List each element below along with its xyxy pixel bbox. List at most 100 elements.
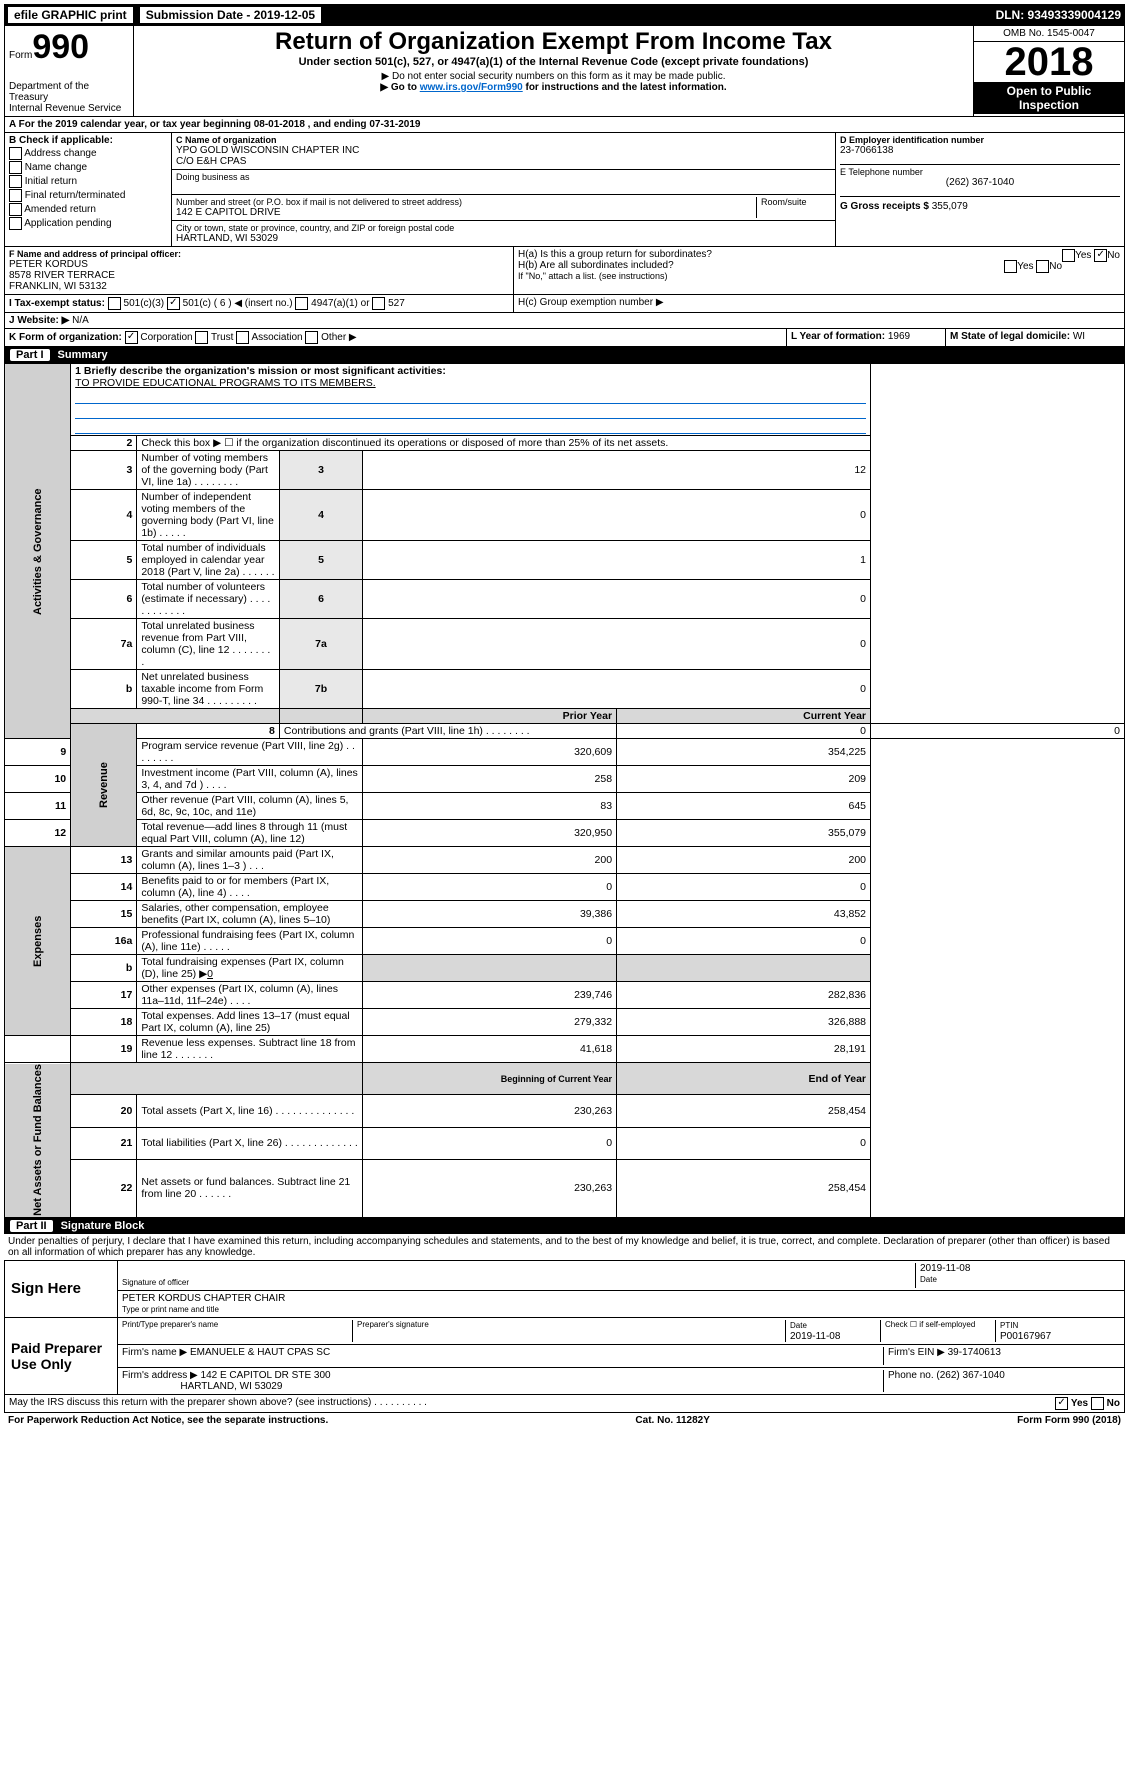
m-val: WI — [1073, 331, 1085, 342]
line-22-curr: 258,454 — [617, 1159, 871, 1217]
open-public: Open to Public Inspection — [974, 82, 1124, 114]
mission-q: 1 Briefly describe the organization's mi… — [75, 365, 446, 377]
line-8-prior: 0 — [617, 724, 871, 739]
discuss-text: May the IRS discuss this return with the… — [9, 1397, 1055, 1410]
line-2: Check this box ▶ ☐ if the organization d… — [137, 436, 871, 451]
line-22-text: Net assets or fund balances. Subtract li… — [137, 1159, 363, 1217]
line-15-curr: 43,852 — [617, 901, 871, 928]
line-9-text: Program service revenue (Part VIII, line… — [137, 739, 363, 766]
col-boc: Beginning of Current Year — [363, 1063, 617, 1095]
tax-year: 2018 — [974, 42, 1124, 82]
line-17-prior: 239,746 — [363, 982, 617, 1009]
officer-typed-name: PETER KORDUS CHAPTER CHAIR — [122, 1293, 1120, 1304]
chk-name[interactable]: Name change — [9, 161, 167, 174]
line-12-curr: 355,079 — [617, 820, 871, 847]
dln: DLN: 93493339004129 — [996, 8, 1121, 22]
summary-table: Activities & Governance 1 Briefly descri… — [4, 363, 1125, 1218]
form-prefix: Form — [9, 50, 32, 61]
firm-addr-label: Firm's address ▶ — [122, 1370, 198, 1381]
col-eoy: End of Year — [617, 1063, 871, 1095]
g-label: G Gross receipts $ — [840, 201, 929, 212]
chk-final[interactable]: Final return/terminated — [9, 189, 167, 202]
firm-phone-label: Phone no. — [888, 1370, 934, 1381]
discuss-yes: Yes — [1071, 1398, 1088, 1409]
line-16a-text: Professional fundraising fees (Part IX, … — [137, 928, 363, 955]
org-name: YPO GOLD WISCONSIN CHAPTER INC — [176, 145, 831, 156]
dba-label: Doing business as — [176, 172, 831, 182]
line-16b-val: 0 — [207, 968, 213, 980]
line-5-val: 1 — [363, 541, 871, 580]
line-6-text: Total number of volunteers (estimate if … — [137, 580, 280, 619]
type-name-label: Type or print name and title — [122, 1305, 219, 1314]
note-ssn: ▶ Do not enter social security numbers o… — [140, 71, 967, 82]
line-18-curr: 326,888 — [617, 1009, 871, 1036]
i-501c: 501(c) ( 6 ) ◀ (insert no.) — [183, 298, 293, 309]
date-label: Date — [920, 1275, 937, 1284]
firm-name-label: Firm's name ▶ — [122, 1347, 187, 1358]
k-trust: Trust — [211, 332, 233, 343]
line-18-prior: 279,332 — [363, 1009, 617, 1036]
line-a-tax-year: A For the 2019 calendar year, or tax yea… — [5, 117, 1124, 133]
form-number: 990 — [32, 28, 89, 66]
street-label: Number and street (or P.O. box if mail i… — [176, 197, 756, 207]
officer-addr1: 8578 RIVER TERRACE — [9, 270, 509, 281]
line-13-prior: 200 — [363, 847, 617, 874]
irs-link[interactable]: www.irs.gov/Form990 — [420, 82, 523, 93]
line-9-prior: 320,609 — [363, 739, 617, 766]
hc-label: H(c) Group exemption number ▶ — [514, 295, 1124, 312]
chk-amended[interactable]: Amended return — [9, 203, 167, 216]
i-4947: 4947(a)(1) or — [311, 298, 369, 309]
line-10-text: Investment income (Part VIII, column (A)… — [137, 766, 363, 793]
side-activities: Activities & Governance — [5, 364, 71, 739]
form-subtitle: Under section 501(c), 527, or 4947(a)(1)… — [140, 56, 967, 68]
signature-block: Sign Here Signature of officer 2019-11-0… — [4, 1260, 1125, 1413]
line-15-prior: 39,386 — [363, 901, 617, 928]
side-netassets: Net Assets or Fund Balances — [5, 1063, 71, 1218]
chk-initial[interactable]: Initial return — [9, 175, 167, 188]
i-527: 527 — [388, 298, 405, 309]
ein: 23-7066138 — [840, 145, 1120, 156]
line-19-prior: 41,618 — [363, 1036, 617, 1063]
line-16a-curr: 0 — [617, 928, 871, 955]
prep-name-label: Print/Type preparer's name — [122, 1320, 353, 1342]
line-17-text: Other expenses (Part IX, column (A), lin… — [137, 982, 363, 1009]
col-b-checkboxes: B Check if applicable: Address change Na… — [5, 133, 172, 246]
line-12-text: Total revenue—add lines 8 through 11 (mu… — [137, 820, 363, 847]
line-21-prior: 0 — [363, 1127, 617, 1159]
line-21-text: Total liabilities (Part X, line 26) . . … — [137, 1127, 363, 1159]
c-name-label: C Name of organization — [176, 135, 831, 145]
k-corp: Corporation — [140, 332, 192, 343]
line-20-text: Total assets (Part X, line 16) . . . . .… — [137, 1095, 363, 1127]
line-14-prior: 0 — [363, 874, 617, 901]
line-11-prior: 83 — [363, 793, 617, 820]
part1-title: Summary — [58, 349, 108, 361]
line-14-curr: 0 — [617, 874, 871, 901]
chk-address[interactable]: Address change — [9, 147, 167, 160]
line-11-text: Other revenue (Part VIII, column (A), li… — [137, 793, 363, 820]
mission-text: TO PROVIDE EDUCATIONAL PROGRAMS TO ITS M… — [75, 377, 375, 389]
d-label: D Employer identification number — [840, 135, 1120, 145]
i-label: I Tax-exempt status: — [9, 298, 105, 309]
line-20-curr: 258,454 — [617, 1095, 871, 1127]
k-other: Other ▶ — [321, 332, 356, 343]
perjury-text: Under penalties of perjury, I declare th… — [4, 1234, 1125, 1260]
line-3-text: Number of voting members of the governin… — [137, 451, 280, 490]
hb-label: H(b) Are all subordinates included? — [518, 260, 674, 271]
officer-addr2: FRANKLIN, WI 53132 — [9, 281, 509, 292]
form-title-block: Form990 Department of the Treasury Inter… — [4, 26, 1125, 117]
firm-phone: (262) 367-1040 — [936, 1370, 1004, 1381]
line-11-curr: 645 — [617, 793, 871, 820]
footer-cat: Cat. No. 11282Y — [635, 1415, 709, 1426]
col-current: Current Year — [617, 709, 871, 724]
line-20-prior: 230,263 — [363, 1095, 617, 1127]
chk-pending[interactable]: Application pending — [9, 217, 167, 230]
paid-preparer-label: Paid Preparer Use Only — [5, 1318, 118, 1394]
b-label: B Check if applicable: — [9, 135, 167, 146]
l-val: 1969 — [888, 331, 910, 342]
line-12-prior: 320,950 — [363, 820, 617, 847]
line-21-curr: 0 — [617, 1127, 871, 1159]
line-7a-val: 0 — [363, 619, 871, 670]
part1-label: Part I — [10, 349, 50, 361]
line-8-curr: 0 — [871, 724, 1125, 739]
dept-treasury: Department of the Treasury Internal Reve… — [9, 81, 129, 114]
